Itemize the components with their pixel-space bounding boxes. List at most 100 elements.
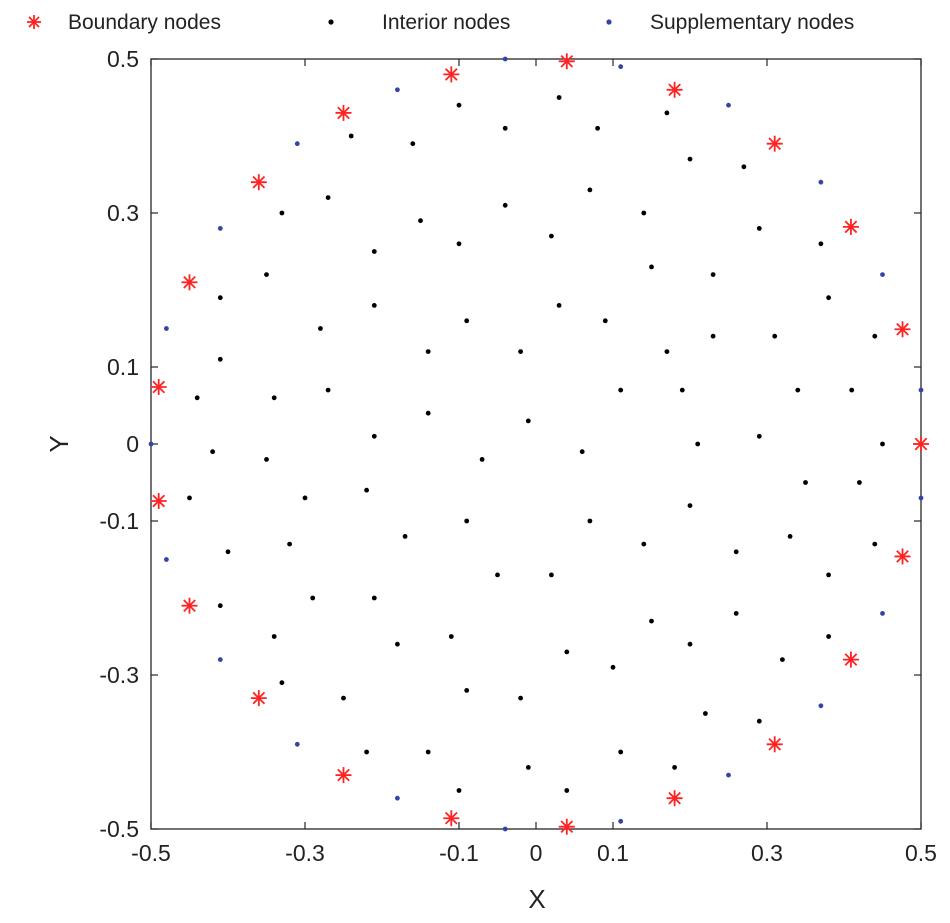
interior-node <box>826 572 831 578</box>
x-tick-label: -0.3 <box>285 840 325 866</box>
supplementary-node <box>726 772 731 778</box>
interior-node <box>857 480 862 485</box>
interior-node <box>587 187 593 193</box>
interior-node <box>371 249 377 254</box>
series-boundary-nodes <box>150 53 929 835</box>
interior-node <box>795 387 801 393</box>
supplementary-node <box>294 741 300 747</box>
interior-node <box>549 572 554 578</box>
boundary-node <box>894 548 911 565</box>
supplementary-node <box>880 272 885 277</box>
x-tick-label: 0 <box>530 840 543 866</box>
legend: Boundary nodes Interior nodes Supplement… <box>27 11 854 34</box>
interior-node <box>456 102 462 108</box>
y-tick-label: 0.3 <box>107 200 139 226</box>
interior-node <box>464 688 470 693</box>
supplementary-node <box>294 141 300 147</box>
supplementary-node <box>818 179 824 185</box>
interior-node <box>310 595 316 601</box>
series-supplementary-nodes <box>148 56 924 832</box>
interior-node <box>217 295 223 301</box>
interior-node <box>479 457 485 462</box>
interior-node <box>687 156 693 162</box>
interior-node <box>402 534 408 539</box>
interior-node <box>687 503 693 508</box>
interior-node <box>518 349 523 354</box>
interior-node <box>279 680 285 686</box>
interior-node <box>849 387 855 393</box>
interior-node <box>525 418 531 424</box>
interior-node <box>756 433 762 439</box>
boundary-node <box>558 53 575 70</box>
interior-node <box>664 110 670 116</box>
interior-node <box>610 664 616 670</box>
interior-node <box>364 487 369 493</box>
interior-node <box>741 164 747 170</box>
boundary-node <box>443 66 460 83</box>
y-tick-label: 0 <box>126 431 139 457</box>
interior-node <box>371 433 377 439</box>
interior-node <box>187 495 192 501</box>
interior-node <box>371 303 377 308</box>
boundary-node <box>558 818 575 835</box>
series-interior-nodes <box>187 95 885 793</box>
interior-node <box>772 333 778 339</box>
supplementary-node <box>502 826 508 832</box>
supplementary-node <box>880 611 885 616</box>
interior-node <box>518 695 523 701</box>
y-tick-label: -0.5 <box>99 816 139 842</box>
supplementary-node <box>618 818 624 824</box>
supplementary-node <box>726 102 731 108</box>
y-axis-label: Y <box>44 435 74 452</box>
interior-node <box>395 641 400 647</box>
interior-node <box>695 441 701 447</box>
interior-node <box>649 264 654 270</box>
boundary-node <box>766 736 783 753</box>
interior-node <box>564 649 570 655</box>
interior-node <box>687 641 693 647</box>
interior-node <box>318 326 323 331</box>
interior-node <box>710 272 716 277</box>
boundary-node <box>913 436 929 452</box>
supplementary-node <box>164 326 169 331</box>
interior-node <box>872 333 878 339</box>
interior-node <box>756 718 762 724</box>
interior-node <box>502 202 508 208</box>
interior-node <box>210 449 216 455</box>
boundary-node <box>766 135 783 152</box>
boundary-node <box>842 651 859 668</box>
interior-node <box>425 349 431 354</box>
boundary-node <box>335 104 352 121</box>
boundary-node <box>181 597 198 614</box>
boundary-node <box>666 81 683 98</box>
interior-node <box>780 657 785 662</box>
interior-node <box>425 749 431 755</box>
interior-node <box>595 125 600 131</box>
interior-node <box>549 233 554 239</box>
interior-node <box>756 226 762 231</box>
interior-node <box>364 749 369 755</box>
x-tick-label: 0.5 <box>905 840 937 866</box>
y-tick-label: -0.1 <box>99 508 139 534</box>
interior-node <box>495 572 500 578</box>
x-tick-label: -0.5 <box>131 840 171 866</box>
interior-node <box>710 333 716 339</box>
interior-node <box>194 395 200 401</box>
interior-node <box>641 210 647 216</box>
interior-node <box>679 387 685 393</box>
interior-node <box>564 788 570 793</box>
interior-node <box>818 241 824 247</box>
interior-node <box>271 634 277 639</box>
interior-node <box>325 195 331 201</box>
interior-node <box>579 449 585 455</box>
boundary-node <box>150 492 167 509</box>
interior-node <box>649 618 654 624</box>
x-tick-label: 0.1 <box>597 840 629 866</box>
interior-node <box>287 541 292 547</box>
interior-node <box>826 295 831 301</box>
interior-node <box>217 356 223 362</box>
legend-label-supplementary: Supplementary nodes <box>650 11 854 34</box>
interior-node <box>826 634 831 639</box>
interior-node <box>703 711 708 716</box>
